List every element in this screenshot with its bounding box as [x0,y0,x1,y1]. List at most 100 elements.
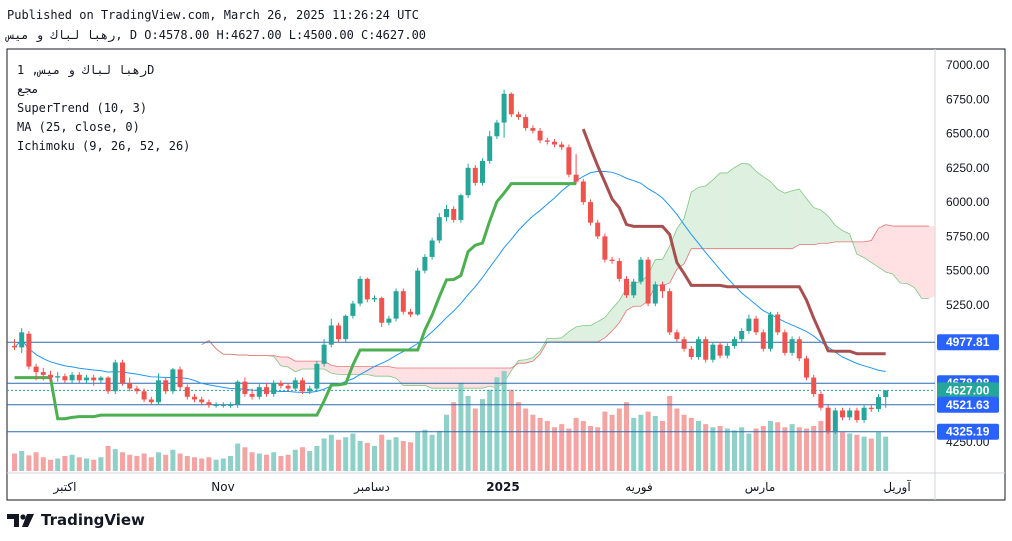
candle-body [868,407,874,410]
volume-bar [134,456,140,471]
candle-body [537,130,543,141]
cloud-segment [396,367,404,386]
volume-bar [508,389,514,471]
volume-bar [825,427,831,471]
cloud-segment [892,226,901,283]
candle-body [638,259,644,282]
volume-bar [33,452,39,471]
cloud-segment [388,366,397,379]
price-axis[interactable]: 7000.00 6750.00 6500.00 6250.00 6000.00 5750.… [937,58,999,449]
ohlc-line: رهبا لباك و ميس, D O:4578.00 H:4627.00 L… [7,28,427,42]
candle-body [76,374,82,381]
volume-bar [458,383,464,471]
time-tick-label: مارس [745,480,776,495]
volume-bar [674,408,680,471]
candle-body [379,298,385,323]
time-axis[interactable]: اكتبر Nov دسامبر 2025 فوريه مارس آوريل [53,479,912,495]
candle-body [343,315,349,340]
candle-body [19,332,25,348]
candle-body [33,366,39,373]
volume-bar [199,458,205,471]
volume-bar [408,442,413,471]
cloud-segment [331,365,339,375]
volume-bar [307,451,313,471]
candle-body [372,298,377,300]
candle-body [652,284,658,304]
candle-body [724,346,730,356]
cloud-segment [676,218,685,270]
cloud-segment [381,366,389,377]
cloud-segment [352,366,361,375]
candle-body [436,217,442,241]
candle-body [465,167,471,196]
candle-body [285,385,291,389]
candle-body [660,284,665,292]
cloud-segment [403,367,411,386]
candle-body [854,410,860,421]
cloud-segment [763,176,771,249]
candle-body [55,376,61,378]
volume-bar [537,417,543,471]
chart-frame [6,48,1006,501]
candle-body [134,388,140,392]
candle-body [336,325,341,340]
volume-bar [724,428,730,471]
candle-body [192,396,197,400]
volume-bar [372,446,377,471]
candle-body [328,325,334,345]
volume-bar [789,424,795,471]
senkou-b-line [201,224,929,369]
cloud-segment [770,181,778,249]
volume-bar [163,454,169,471]
ma-label[interactable]: MA (25, close, 0) [17,120,140,134]
volume-bar [328,434,334,471]
candle-body [292,380,298,389]
candle-body [91,377,97,381]
candle-body [451,208,457,220]
price-line-badge [937,334,999,351]
cloud-segment [280,357,289,367]
candle-body [530,128,536,131]
exchange-label: مجع [17,82,39,96]
volume-bar [523,408,529,471]
volume-bar [98,457,104,471]
ichimoku-label[interactable]: Ichimoku (9, 26, 52, 26) [17,139,191,153]
candle-body [811,377,817,395]
volume-bar [177,453,183,471]
candle-body [883,390,889,398]
candle-body [235,381,241,405]
supertrend-line [581,128,886,356]
cloud-segment [784,190,793,249]
volume-bar [213,459,219,471]
candle-body [62,376,68,381]
cloud-segment [662,245,670,286]
cloud-segment [446,367,454,389]
cloud-segment [424,367,433,389]
supertrend-label[interactable]: SuperTrend (10, 3) [17,101,148,115]
candle-body [98,377,104,381]
volume-bar [84,458,89,471]
volume-bar [832,430,838,471]
cloud-segment [907,226,915,288]
time-tick-label: فوريه [625,480,653,495]
volume-bar [206,457,212,471]
cloud-segment [820,209,829,244]
candle-body [393,291,399,319]
price-line-badge [937,423,999,440]
volume-bar [235,443,241,471]
candle-body [840,410,845,418]
price-tick-label: 5500.00 [946,264,990,278]
volume-bar [278,456,284,471]
cloud-segment [417,367,425,386]
candle-body [163,380,169,392]
candle-body [818,394,824,408]
volume-bar [811,426,817,471]
cloud-segment [655,259,663,286]
volume-bar [609,414,615,471]
tradingview-logo[interactable]: TradingView [7,511,145,529]
time-tick-label: 2025 [486,480,519,494]
candle-body [105,377,111,392]
volume-bar [228,456,233,471]
volume-bar [26,455,32,471]
